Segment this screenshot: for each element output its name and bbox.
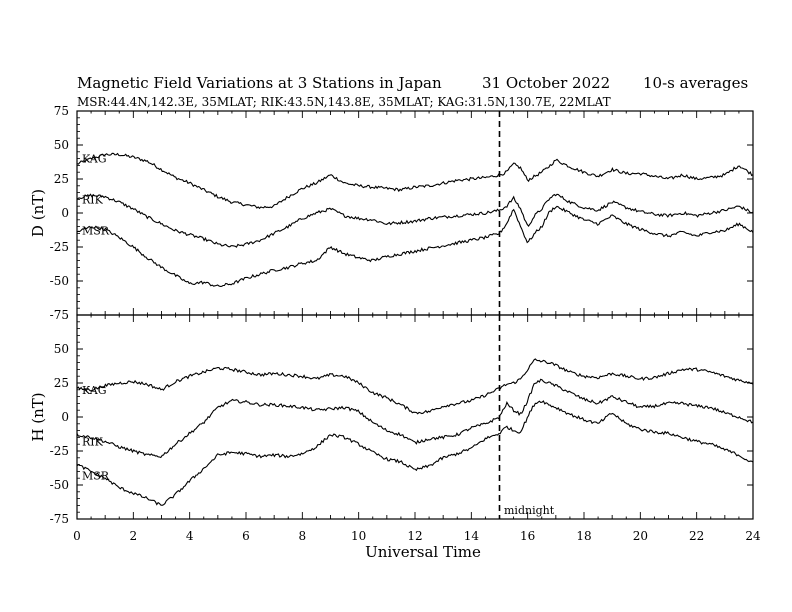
chart-averaging-note: 10-s averages xyxy=(643,74,748,92)
y-tick-label-d: -75 xyxy=(50,308,69,322)
series-line-kag-d xyxy=(76,152,754,210)
y-tick-label-h: -25 xyxy=(50,444,69,458)
series-label-msr-h: MSR xyxy=(82,469,110,482)
y-axis-label-h: H (nT) xyxy=(29,392,47,441)
y-tick-label-d: 0 xyxy=(61,206,69,220)
x-tick-label: 14 xyxy=(464,529,480,543)
panel-d: -75 -50 -25 0 25 50 75 KAG RIK MSR xyxy=(50,104,754,322)
series-line-rik-d xyxy=(76,193,754,248)
y-axis-label-d: D (nT) xyxy=(29,189,47,237)
chart-title: Magnetic Field Variations at 3 Stations … xyxy=(77,74,442,92)
x-tick-label: 20 xyxy=(633,529,648,543)
y-tick-label-d: 75 xyxy=(54,104,69,118)
x-tick-label: 0 xyxy=(73,529,81,543)
y-tick-label-h: 25 xyxy=(54,376,69,390)
y-tick-label-d: -25 xyxy=(50,240,69,254)
x-axis: 0 2 4 6 8 10 12 14 16 18 20 22 24 xyxy=(73,529,761,543)
series-label-rik-d: RIK xyxy=(82,193,104,206)
series-label-kag-h: KAG xyxy=(82,384,107,397)
x-tick-label: 12 xyxy=(407,529,422,543)
y-tick-label-d: 50 xyxy=(54,138,69,152)
chart-subtitle: MSR:44.4N,142.3E, 35MLAT; RIK:43.5N,143.… xyxy=(77,95,611,109)
series-label-msr-d: MSR xyxy=(82,225,110,238)
x-axis-label: Universal Time xyxy=(365,543,481,561)
x-tick-label: 2 xyxy=(130,529,138,543)
y-tick-label-d: -50 xyxy=(50,274,69,288)
x-tick-label: 4 xyxy=(186,529,194,543)
x-tick-label: 18 xyxy=(576,529,591,543)
x-tick-label: 24 xyxy=(745,529,761,543)
y-tick-label-h: -75 xyxy=(50,512,69,526)
series-line-kag-h xyxy=(76,358,754,415)
series-label-kag-d: KAG xyxy=(82,153,107,166)
series-line-msr-h xyxy=(76,400,754,506)
x-tick-label: 10 xyxy=(351,529,366,543)
y-tick-label-h: -50 xyxy=(50,478,69,492)
x-tick-label: 6 xyxy=(242,529,250,543)
y-tick-label-h: 50 xyxy=(54,342,69,356)
x-tick-label: 8 xyxy=(299,529,307,543)
y-tick-label-d: 25 xyxy=(54,172,69,186)
series-line-rik-h xyxy=(76,378,754,459)
chart-date: 31 October 2022 xyxy=(482,74,610,92)
x-tick-label: 16 xyxy=(520,529,535,543)
panel-h: -75 -50 -25 0 25 50 KAG RIK MSR xyxy=(50,314,754,526)
y-tick-label-h: 0 xyxy=(61,410,69,424)
series-label-rik-h: RIK xyxy=(82,435,104,448)
midnight-annotation: midnight xyxy=(504,504,555,517)
x-tick-label: 22 xyxy=(689,529,704,543)
series-line-msr-d xyxy=(76,205,754,287)
bottom-panel-frame xyxy=(76,314,754,520)
